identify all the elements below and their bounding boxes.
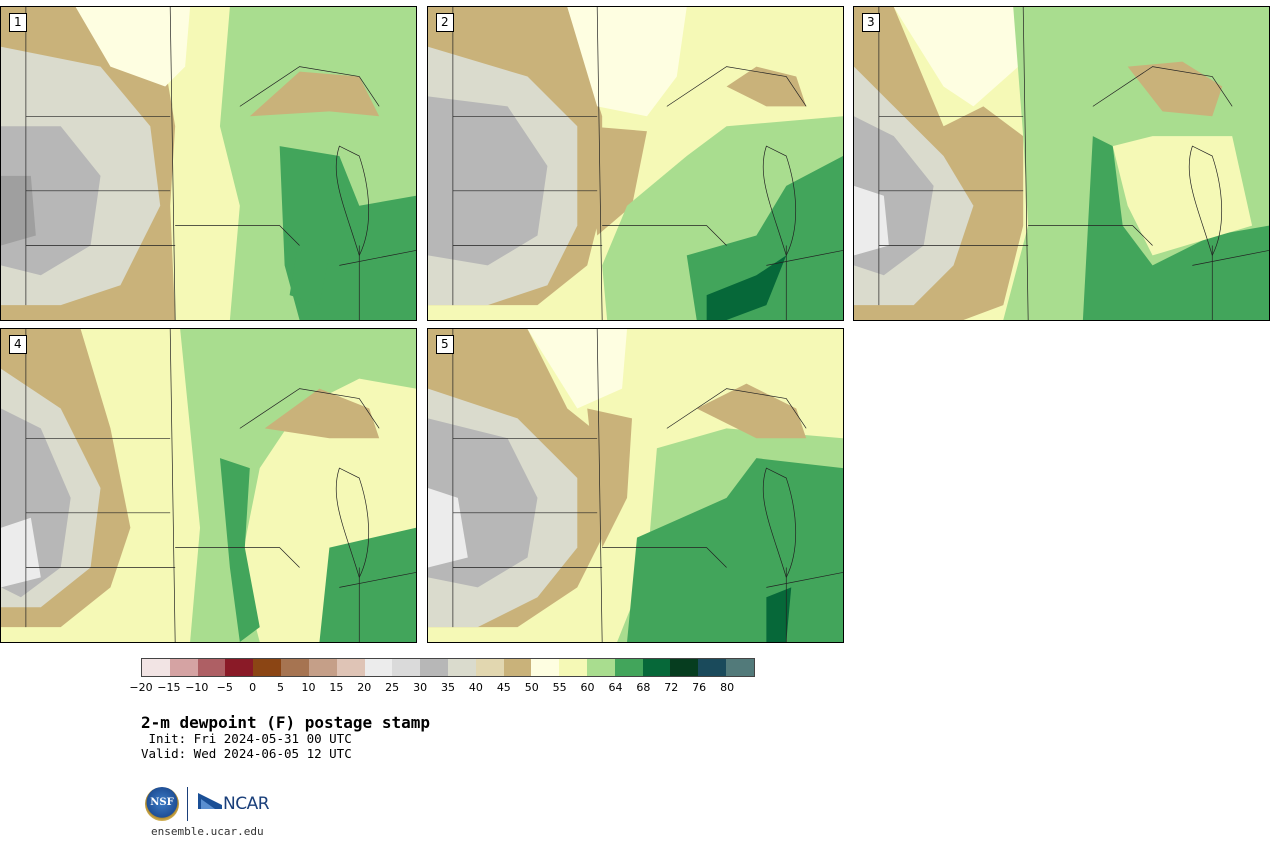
colorbar-tick-label: −15 bbox=[157, 681, 181, 694]
colorbar-tick-label: 45 bbox=[496, 681, 511, 694]
map-panel-3: 3 bbox=[853, 6, 1270, 321]
nsf-logo-text: NSF bbox=[150, 797, 174, 808]
colorbar-tick-label: 10 bbox=[301, 681, 316, 694]
colorbar-segment-12 bbox=[447, 659, 476, 676]
panel-number-3: 3 bbox=[862, 13, 880, 32]
colorbar-tick-label: −5 bbox=[216, 681, 233, 694]
colorbar-tick-label: 5 bbox=[277, 681, 285, 694]
colorbar-tick-label: 30 bbox=[413, 681, 428, 694]
colorbar-segment-17 bbox=[587, 659, 615, 676]
colorbar-segment-19 bbox=[642, 659, 671, 676]
dewpoint-map-2 bbox=[428, 7, 843, 320]
colorbar-segment-4 bbox=[225, 659, 254, 676]
colorbar-tick-label: 15 bbox=[329, 681, 344, 694]
colorbar-segment-5 bbox=[253, 659, 282, 676]
colorbar-tick-label: 80 bbox=[720, 681, 735, 694]
dewpoint-map-1 bbox=[1, 7, 416, 320]
init-time: Init: Fri 2024-05-31 00 UTC bbox=[141, 731, 352, 746]
dewpoint-map-4 bbox=[1, 329, 416, 642]
colorbar-segment-6 bbox=[281, 659, 309, 676]
colorbar-segment-10 bbox=[392, 659, 421, 676]
colorbar-segment-14 bbox=[503, 659, 532, 676]
colorbar-segment-7 bbox=[308, 659, 337, 676]
logo-divider bbox=[187, 787, 188, 821]
colorbar-tick-label: 55 bbox=[552, 681, 567, 694]
dewpoint-map-5 bbox=[428, 329, 843, 642]
dewpoint-map-3 bbox=[854, 7, 1269, 320]
colorbar-segment-2 bbox=[169, 659, 198, 676]
colorbar-tick-label: 64 bbox=[608, 681, 623, 694]
map-panel-4: 4 bbox=[0, 328, 417, 643]
colorbar-tick-label: 68 bbox=[636, 681, 651, 694]
map-panel-5: 5 bbox=[427, 328, 844, 643]
colorbar-segment-20 bbox=[670, 659, 699, 676]
map-panel-1: 1 bbox=[0, 6, 417, 321]
colorbar-tick-label: 60 bbox=[580, 681, 595, 694]
colorbar-tick-label: −20 bbox=[129, 681, 153, 694]
colorbar-segment-1 bbox=[142, 659, 170, 676]
panel-number-5: 5 bbox=[436, 335, 454, 354]
colorbar-tick-labels: −20 −15 −10 −5 0 5 10 15 20 25 30 35 40 45 50 55 60 64 68 7… bbox=[129, 681, 755, 695]
colorbar-segment-21 bbox=[698, 659, 727, 676]
colorbar-tick-label: 20 bbox=[357, 681, 372, 694]
panel-number-4: 4 bbox=[9, 335, 27, 354]
colorbar-tick-label: 72 bbox=[664, 681, 679, 694]
panel-number-2: 2 bbox=[436, 13, 454, 32]
colorbar-segment-15 bbox=[531, 659, 560, 676]
colorbar-segment-9 bbox=[364, 659, 393, 676]
colorbar-segment-18 bbox=[614, 659, 643, 676]
logo-area: NSF NCAR bbox=[145, 786, 285, 822]
colorbar-tick-label: 40 bbox=[468, 681, 483, 694]
colorbar-tick-label: 50 bbox=[524, 681, 539, 694]
colorbar-segment-3 bbox=[197, 659, 226, 676]
colorbar bbox=[141, 658, 755, 677]
colorbar-segment-22 bbox=[726, 659, 754, 676]
panel-number-1: 1 bbox=[9, 13, 27, 32]
colorbar-tick-label: 25 bbox=[385, 681, 400, 694]
site-url[interactable]: ensemble.ucar.edu bbox=[151, 825, 264, 838]
page-title: 2-m dewpoint (F) postage stamp bbox=[141, 713, 430, 732]
colorbar-segment-8 bbox=[336, 659, 365, 676]
colorbar-segment-13 bbox=[475, 659, 504, 676]
colorbar-tick-label: 76 bbox=[692, 681, 707, 694]
colorbar-segment-11 bbox=[420, 659, 448, 676]
colorbar-tick-label: 0 bbox=[249, 681, 257, 694]
colorbar-segment-16 bbox=[559, 659, 587, 676]
ncar-logo-text: NCAR bbox=[223, 794, 270, 814]
map-panel-2: 2 bbox=[427, 6, 844, 321]
colorbar-tick-label: 35 bbox=[441, 681, 455, 694]
nsf-logo: NSF bbox=[145, 787, 179, 821]
valid-time: Valid: Wed 2024-06-05 12 UTC bbox=[141, 746, 352, 761]
ncar-logo-icon bbox=[198, 793, 222, 809]
colorbar-tick-label: −10 bbox=[185, 681, 209, 694]
